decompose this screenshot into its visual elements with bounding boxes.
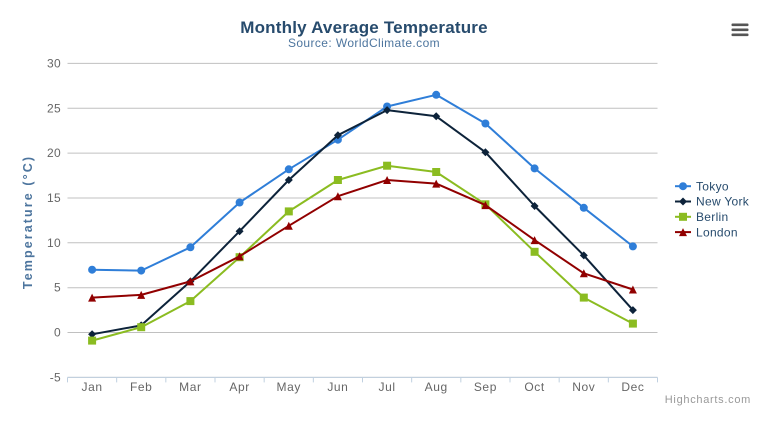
svg-text:Jan: Jan bbox=[82, 380, 103, 394]
svg-text:5: 5 bbox=[54, 281, 61, 295]
svg-text:Mar: Mar bbox=[179, 380, 201, 394]
svg-text:Dec: Dec bbox=[621, 380, 644, 394]
svg-text:15: 15 bbox=[47, 191, 61, 205]
svg-text:Jun: Jun bbox=[327, 380, 348, 394]
svg-text:Apr: Apr bbox=[229, 380, 249, 394]
svg-text:London: London bbox=[696, 225, 738, 239]
svg-text:May: May bbox=[277, 380, 301, 394]
svg-text:10: 10 bbox=[47, 236, 61, 250]
svg-text:Feb: Feb bbox=[130, 380, 152, 394]
svg-text:Berlin: Berlin bbox=[696, 210, 728, 224]
svg-text:-5: -5 bbox=[50, 370, 61, 384]
svg-text:0: 0 bbox=[54, 326, 61, 340]
svg-text:New York: New York bbox=[696, 195, 750, 209]
svg-text:Monthly Average Temperature: Monthly Average Temperature bbox=[240, 18, 488, 37]
svg-text:20: 20 bbox=[47, 146, 61, 160]
svg-text:30: 30 bbox=[47, 56, 61, 70]
svg-text:Highcharts.com: Highcharts.com bbox=[665, 394, 751, 406]
svg-text:Jul: Jul bbox=[379, 380, 396, 394]
svg-text:Sep: Sep bbox=[474, 380, 497, 394]
svg-text:25: 25 bbox=[47, 101, 61, 115]
svg-text:Temperature (°C): Temperature (°C) bbox=[21, 155, 35, 289]
svg-text:Nov: Nov bbox=[572, 380, 595, 394]
svg-text:Tokyo: Tokyo bbox=[696, 179, 729, 193]
svg-text:Source: WorldClimate.com: Source: WorldClimate.com bbox=[288, 36, 440, 50]
svg-text:Aug: Aug bbox=[425, 380, 448, 394]
svg-text:Oct: Oct bbox=[524, 380, 545, 394]
